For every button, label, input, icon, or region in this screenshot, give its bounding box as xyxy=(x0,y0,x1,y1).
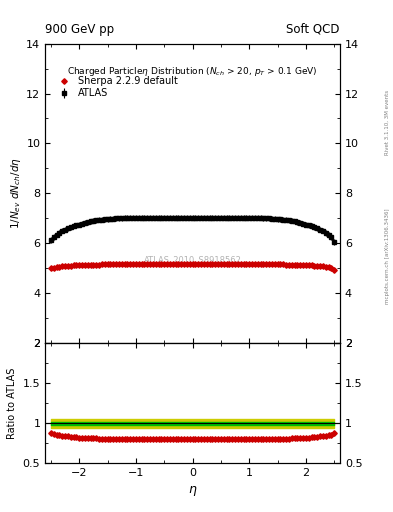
Text: 900 GeV pp: 900 GeV pp xyxy=(45,23,114,36)
Sherpa 2.2.9 default xyxy=(122,261,127,267)
Text: mcplots.cern.ch [arXiv:1306.3436]: mcplots.cern.ch [arXiv:1306.3436] xyxy=(385,208,390,304)
Text: Charged Particle$\eta$ Distribution ($N_{ch}$ > 20, $p_{T}$ > 0.1 GeV): Charged Particle$\eta$ Distribution ($N_… xyxy=(67,65,318,77)
Y-axis label: $1/N_{ev}\ dN_{ch}/d\eta$: $1/N_{ev}\ dN_{ch}/d\eta$ xyxy=(9,158,24,229)
Sherpa 2.2.9 default xyxy=(117,261,121,267)
Y-axis label: Ratio to ATLAS: Ratio to ATLAS xyxy=(7,368,17,439)
Sherpa 2.2.9 default xyxy=(48,265,53,271)
Legend: Sherpa 2.2.9 default, ATLAS: Sherpa 2.2.9 default, ATLAS xyxy=(51,74,181,101)
Sherpa 2.2.9 default xyxy=(68,263,73,269)
Sherpa 2.2.9 default xyxy=(332,267,337,273)
Text: Rivet 3.1.10, 3M events: Rivet 3.1.10, 3M events xyxy=(385,90,390,156)
Sherpa 2.2.9 default xyxy=(264,261,269,267)
X-axis label: $\eta$: $\eta$ xyxy=(188,484,197,498)
Line: Sherpa 2.2.9 default: Sherpa 2.2.9 default xyxy=(49,262,336,272)
Sherpa 2.2.9 default xyxy=(221,261,226,267)
Text: ATLAS_2010_S8918562: ATLAS_2010_S8918562 xyxy=(143,255,242,264)
Sherpa 2.2.9 default xyxy=(250,261,254,267)
Text: Soft QCD: Soft QCD xyxy=(286,23,340,36)
Sherpa 2.2.9 default xyxy=(182,261,186,267)
